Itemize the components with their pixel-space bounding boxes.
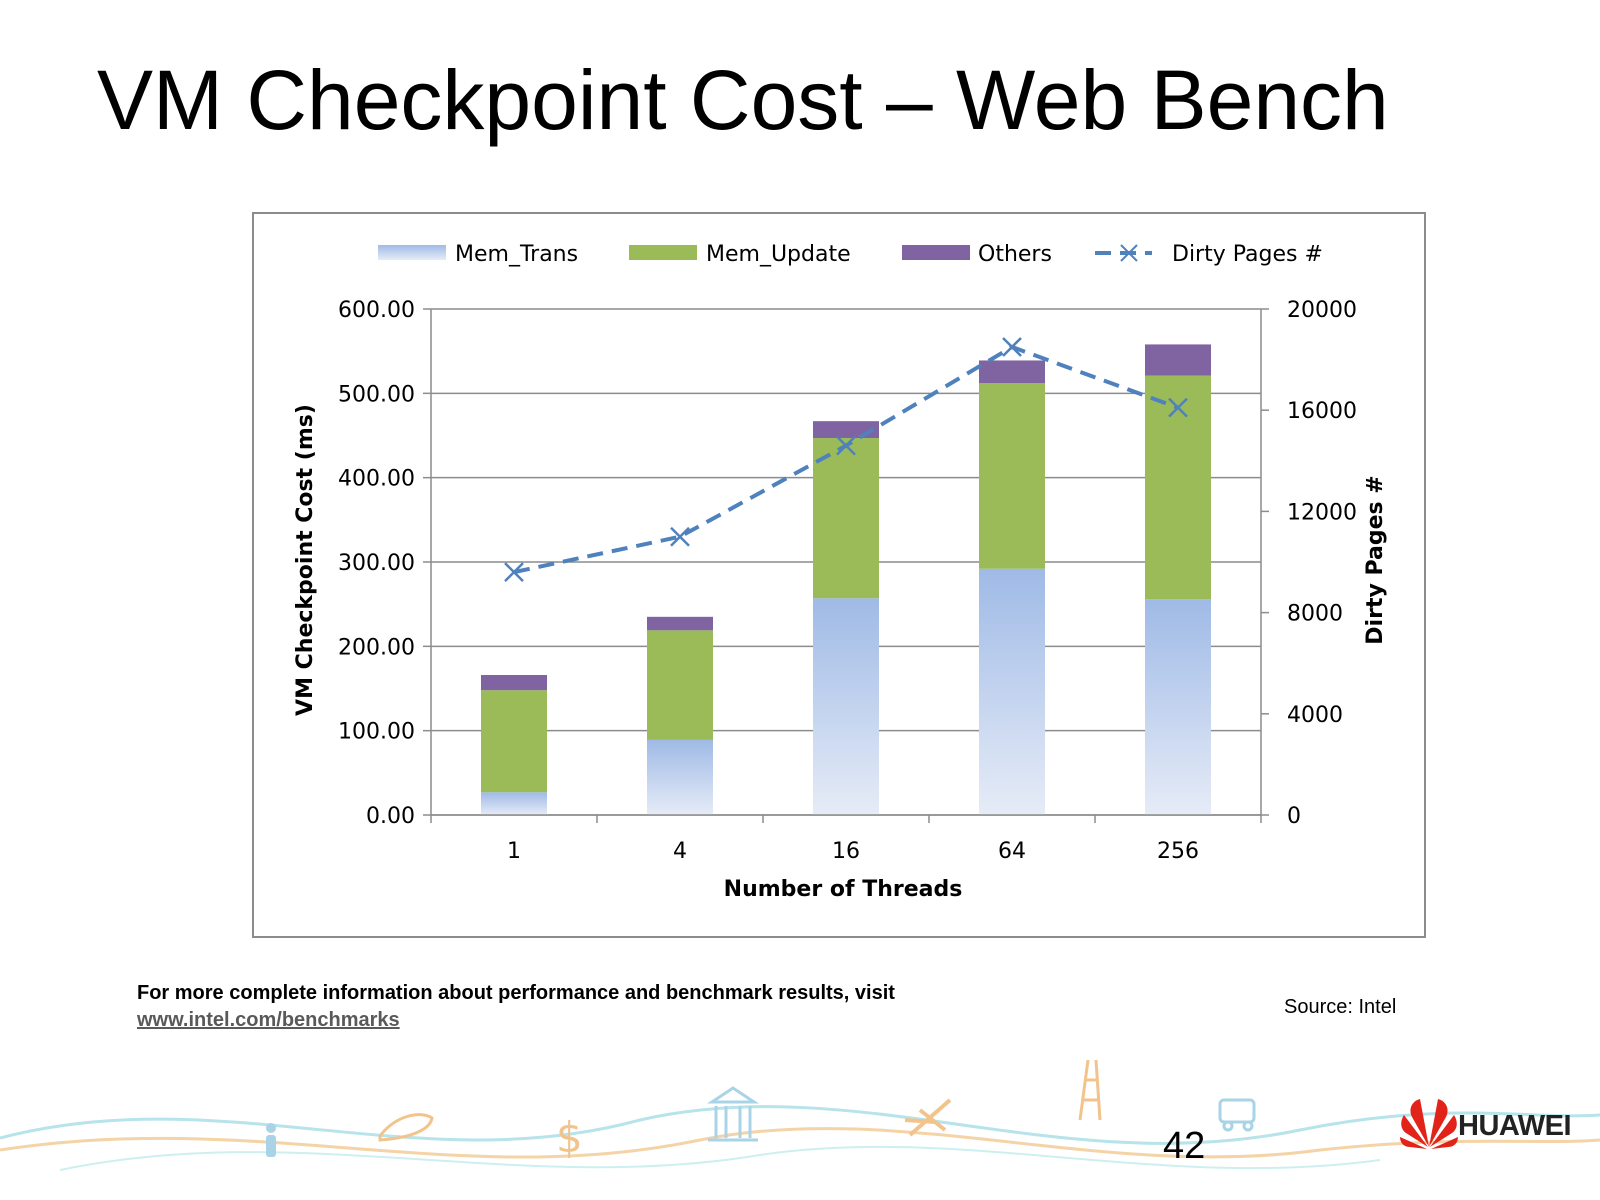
- tick-labels: 0.00 100.00 200.00 300.00 400.00 500.00 600.00…: [338, 298, 1357, 864]
- dirty-pages-point: [670, 526, 690, 547]
- bar-mem-update: [481, 690, 547, 793]
- bar-others: [481, 675, 547, 691]
- x-tick-label: 16: [832, 839, 860, 864]
- y-tick-label: 500.00: [338, 382, 415, 407]
- benchmarks-link[interactable]: www.intel.com/benchmarks: [137, 1009, 400, 1031]
- source-note: Source: Intel: [1284, 996, 1397, 1018]
- person-icon: [266, 1123, 276, 1157]
- legend-swatch: [378, 245, 446, 260]
- y-tick-label: 100.00: [338, 720, 415, 745]
- bar-mem-trans: [813, 598, 879, 815]
- decorative-wave-banner: $: [0, 1060, 1600, 1171]
- bar-others: [647, 616, 713, 631]
- bar-mem-update: [813, 438, 879, 599]
- y-tick-label: 300.00: [338, 551, 415, 576]
- y2-tick-label: 12000: [1287, 500, 1357, 525]
- tower-icon: [1078, 1060, 1102, 1121]
- x-tick-label: 1: [507, 839, 521, 864]
- legend-item: Mem_Update: [629, 242, 851, 267]
- legend-swatch: [902, 245, 970, 260]
- dirty-pages-point: [504, 562, 524, 583]
- legend-label: Dirty Pages #: [1172, 242, 1323, 267]
- legend-label: Mem_Update: [706, 242, 851, 267]
- y-tick-label: 0.00: [366, 804, 415, 829]
- x-axis-title: Number of Threads: [724, 877, 963, 902]
- slide-title: VM Checkpoint Cost – Web Bench: [97, 53, 1389, 147]
- y2-axis-title: Dirty Pages #: [1363, 475, 1388, 644]
- bar-mem-trans: [979, 568, 1045, 815]
- legend-item: Others: [902, 242, 1052, 267]
- bar-mem-trans: [1145, 599, 1211, 815]
- chart: 0.00 100.00 200.00 300.00 400.00 500.00 600.00…: [252, 212, 1426, 938]
- vehicle-icon: [1218, 1098, 1256, 1132]
- y-tick-label: 600.00: [338, 298, 415, 323]
- dollar-icon: $: [556, 1113, 583, 1162]
- legend-label: Mem_Trans: [455, 242, 578, 267]
- y2-tick-label: 16000: [1287, 399, 1357, 424]
- plane-icon: [904, 1098, 952, 1137]
- bar-mem-trans: [647, 739, 713, 815]
- dirty-pages-point: [1002, 337, 1022, 357]
- legend-item: Dirty Pages #: [1095, 242, 1323, 267]
- bank-icon: [707, 1086, 759, 1142]
- bars: [481, 344, 1211, 815]
- y-axis-title: VM Checkpoint Cost (ms): [293, 404, 318, 716]
- bar-others: [1145, 344, 1211, 376]
- y-tick-label: 200.00: [338, 635, 415, 660]
- legend-label: Others: [978, 242, 1052, 267]
- bar-mem-update: [647, 630, 713, 740]
- y2-tick-label: 8000: [1287, 602, 1343, 627]
- huawei-logo-icon: [1400, 1099, 1458, 1149]
- y2-tick-label: 0: [1287, 804, 1301, 829]
- dirty-pages-point: [1168, 397, 1188, 418]
- page-number: 42: [1163, 1125, 1206, 1167]
- legend: Mem_Trans Mem_Update Others Dirty Pages #: [378, 242, 1323, 267]
- y-tick-label: 400.00: [338, 467, 415, 492]
- bar-others: [979, 360, 1045, 384]
- bar-mem-update: [1145, 375, 1211, 600]
- x-tick-label: 256: [1157, 839, 1199, 864]
- x-tick-label: 4: [673, 839, 687, 864]
- legend-swatch: [629, 245, 697, 260]
- bar-mem-update: [979, 383, 1045, 569]
- y2-tick-label: 20000: [1287, 298, 1357, 323]
- y2-tick-label: 4000: [1287, 703, 1343, 728]
- footnote-text: For more complete information about perf…: [137, 982, 895, 1004]
- x-tick-label: 64: [998, 839, 1026, 864]
- axes: [423, 308, 1269, 823]
- dirty-pages-point: [836, 435, 856, 456]
- footnote: For more complete information about perf…: [137, 980, 897, 1034]
- dirty-pages-line: [504, 337, 1188, 583]
- shoe-icon: [378, 1113, 434, 1142]
- legend-item: Mem_Trans: [378, 242, 578, 267]
- bar-mem-trans: [481, 792, 547, 815]
- brand-name: HUAWEI: [1458, 1110, 1572, 1142]
